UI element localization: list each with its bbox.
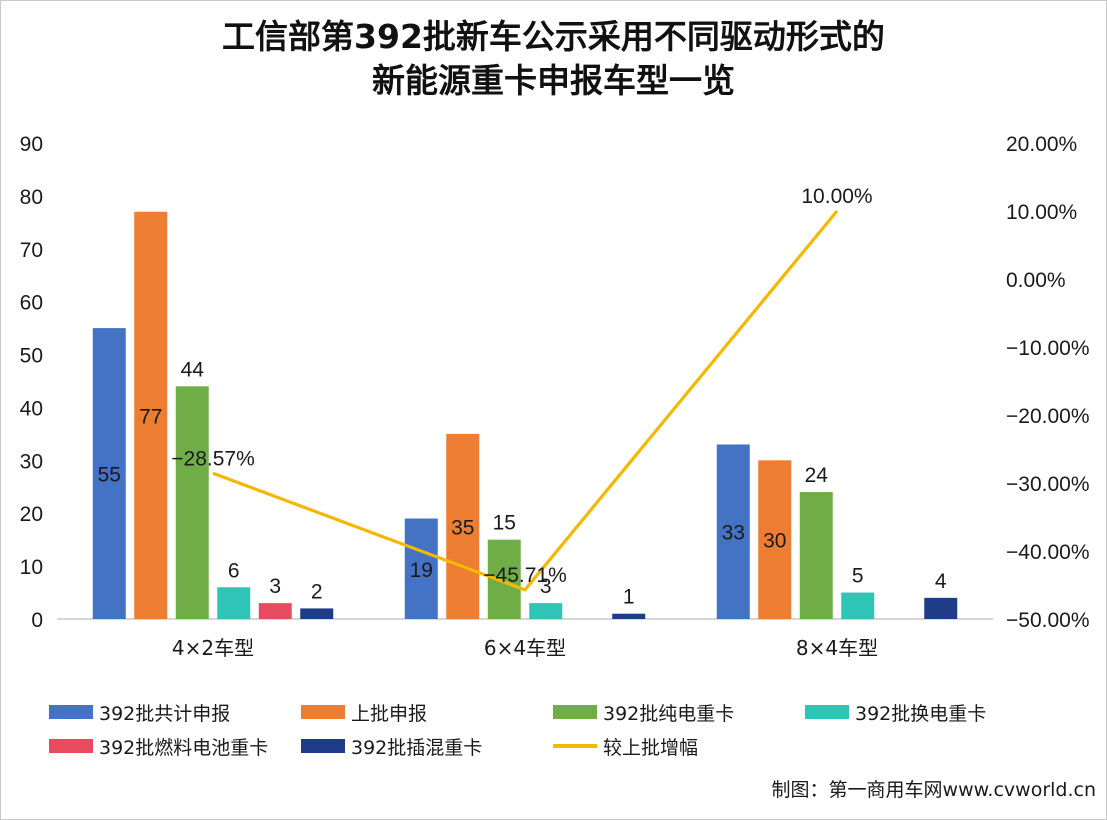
bar: [300, 608, 334, 619]
bar-data-label: 3: [540, 575, 552, 598]
y2-tick-label: −20.00%: [1006, 405, 1090, 428]
line-data-label: −45.71%: [483, 564, 567, 587]
chart-title: 工信部第392批新车公示采用不同驱动形式的 新能源重卡申报车型一览: [1, 15, 1106, 103]
y-tick-label: 50: [20, 345, 43, 368]
line-data-label: −28.57%: [171, 447, 255, 470]
y-tick-label: 30: [20, 450, 43, 473]
line-point: [212, 472, 214, 474]
chart-credit: 制图：第一商用车网www.cvworld.cn: [771, 779, 1096, 801]
bar-data-label: 44: [181, 358, 205, 381]
y2-tick-label: 0.00%: [1006, 269, 1066, 292]
y-tick-label: 40: [20, 397, 43, 420]
legend-item: 较上批增幅: [553, 731, 805, 761]
legend-swatch: [553, 744, 597, 748]
legend-swatch: [553, 705, 597, 719]
bar: [92, 328, 126, 619]
legend-label: 上批申报: [351, 702, 428, 725]
x-tick-label: 8×4车型: [796, 636, 878, 660]
legend-item: 392批纯电重卡: [553, 697, 805, 727]
chart-title-line2: 新能源重卡申报车型一览: [372, 61, 735, 100]
bar: [404, 518, 438, 619]
bar: [446, 433, 480, 619]
chart-legend: 392批共计申报 上批申报 392批纯电重卡 392批换电重卡 392批燃料电池重卡 39…: [49, 697, 1089, 761]
legend-swatch: [49, 705, 93, 719]
y-tick-label: 90: [20, 133, 43, 156]
bar-data-label: 55: [98, 464, 121, 487]
y2-tick-label: −50.00%: [1006, 609, 1090, 632]
legend-swatch: [301, 705, 345, 719]
bar: [258, 603, 292, 619]
legend-label: 392批换电重卡: [855, 702, 987, 725]
y-tick-label: 70: [20, 239, 43, 262]
legend-item: 上批申报: [301, 697, 553, 727]
bar: [758, 460, 792, 619]
bar-data-label: 3: [269, 575, 281, 598]
y-tick-label: 0: [31, 609, 43, 632]
bar: [924, 597, 958, 619]
legend-label: 较上批增幅: [603, 736, 699, 759]
bar-data-label: 1: [623, 586, 635, 609]
legend-swatch: [301, 739, 345, 753]
bar-data-label: 24: [805, 464, 829, 487]
legend-label: 392批纯电重卡: [603, 702, 735, 725]
legend-label: 392批插混重卡: [351, 736, 483, 759]
legend-label: 392批共计申报: [99, 702, 231, 725]
bar: [841, 592, 875, 619]
bar-data-label: 35: [451, 516, 474, 539]
legend-label: 392批燃料电池重卡: [99, 736, 269, 759]
y2-tick-label: 20.00%: [1006, 133, 1077, 156]
bar-data-label: 15: [493, 512, 516, 535]
legend-swatch: [805, 705, 849, 719]
line-point: [836, 210, 838, 212]
bar: [529, 603, 563, 619]
bar-data-label: 33: [722, 522, 745, 545]
x-tick-label: 4×2车型: [172, 636, 254, 660]
legend-item: 392批换电重卡: [805, 697, 1065, 727]
y2-tick-label: 10.00%: [1006, 201, 1077, 224]
line-data-label: 10.00%: [801, 185, 872, 208]
bar: [175, 386, 209, 619]
bar-data-label: 19: [410, 559, 433, 582]
bar: [716, 444, 750, 619]
bar: [799, 492, 833, 619]
line-point: [524, 589, 526, 591]
bar-data-label: 2: [311, 580, 323, 603]
bar-data-label: 5: [852, 565, 864, 588]
x-tick-label: 6×4车型: [484, 636, 566, 660]
y-tick-label: 80: [20, 186, 43, 209]
bar: [134, 211, 168, 619]
y2-tick-label: −40.00%: [1006, 541, 1090, 564]
legend-swatch: [49, 739, 93, 753]
chart-title-line1: 工信部第392批新车公示采用不同驱动形式的: [222, 17, 885, 56]
y-tick-label: 60: [20, 292, 43, 315]
y-tick-label: 10: [20, 556, 43, 579]
bar-data-label: 30: [763, 530, 786, 553]
legend-item: 392批插混重卡: [301, 731, 553, 761]
y2-tick-label: −10.00%: [1006, 337, 1090, 360]
chart-plot: 0 10 20 30 40 50 60 70 80 90 −50.00% −40.00% −30.00%…: [20, 133, 1090, 660]
bar-data-label: 4: [935, 570, 947, 593]
y2-tick-label: −30.00%: [1006, 473, 1090, 496]
legend-item: 392批共计申报: [49, 697, 301, 727]
y-tick-label: 20: [20, 503, 43, 526]
bar: [217, 587, 251, 619]
bar-data-label: 77: [139, 405, 162, 428]
legend-item: 392批燃料电池重卡: [49, 731, 301, 761]
bar: [612, 613, 646, 619]
bar-data-label: 6: [228, 559, 240, 582]
